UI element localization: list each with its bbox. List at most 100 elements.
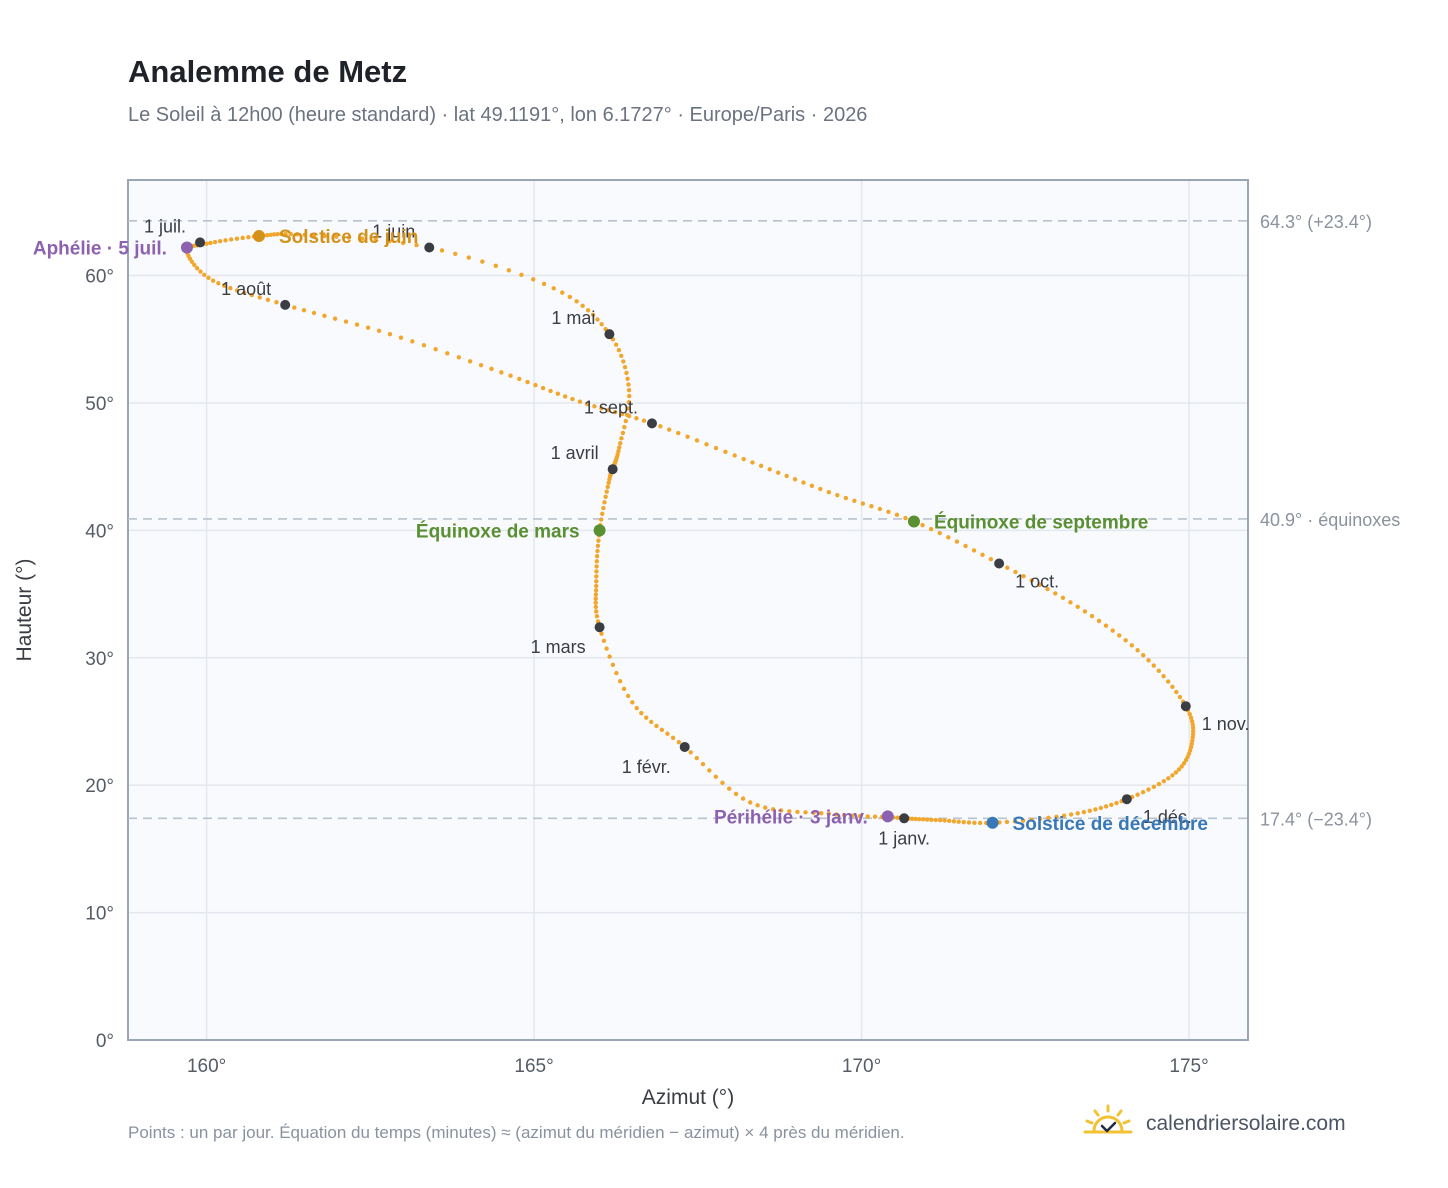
daily-point — [1161, 779, 1167, 784]
daily-point — [886, 509, 891, 515]
daily-point — [1187, 711, 1192, 717]
daily-point — [610, 662, 616, 668]
daily-point — [271, 232, 277, 237]
month-marker — [604, 329, 615, 340]
daily-point — [1117, 633, 1122, 638]
daily-point — [466, 255, 471, 260]
daily-point — [1012, 819, 1018, 824]
daily-point — [616, 449, 621, 454]
daily-point — [1146, 787, 1151, 792]
daily-point — [834, 812, 839, 817]
daily-point — [946, 818, 952, 824]
daily-point — [607, 654, 612, 659]
reference-line-label: 17.4° (−23.4°) — [1260, 809, 1372, 829]
daily-point — [723, 449, 728, 455]
daily-point — [713, 774, 719, 779]
daily-point — [659, 727, 665, 733]
month-label: 1 janv. — [878, 828, 930, 848]
month-label: 1 nov. — [1202, 714, 1250, 734]
daily-point — [1075, 811, 1080, 816]
daily-point — [917, 816, 922, 822]
daily-point — [937, 818, 943, 823]
daily-point — [1081, 809, 1087, 815]
daily-point — [665, 731, 670, 736]
daily-point — [257, 295, 262, 300]
daily-point — [480, 259, 485, 264]
daily-point — [265, 232, 270, 238]
x-tick-label: 175° — [1169, 1056, 1208, 1077]
daily-point — [208, 240, 213, 246]
daily-point — [1151, 784, 1157, 790]
month-marker — [424, 242, 435, 253]
daily-point — [988, 556, 994, 562]
daily-point — [624, 370, 629, 376]
daily-point — [933, 817, 938, 823]
daily-point — [1190, 728, 1196, 734]
daily-point — [625, 406, 631, 411]
daily-point — [618, 441, 623, 446]
chart-title: Analemme de Metz — [128, 54, 408, 89]
daily-point — [234, 288, 240, 293]
daily-point — [493, 263, 499, 269]
daily-point — [1029, 578, 1034, 583]
event-marker — [252, 230, 265, 243]
month-label: 1 juil. — [144, 216, 186, 236]
daily-point — [641, 418, 647, 423]
daily-point — [217, 239, 223, 244]
daily-point — [599, 322, 604, 327]
daily-point — [713, 445, 719, 451]
daily-point — [732, 453, 737, 458]
daily-point — [720, 780, 725, 786]
daily-point — [223, 238, 228, 243]
daily-point — [439, 248, 445, 253]
daily-point — [562, 394, 568, 399]
event-label: Solstice de décembre — [1013, 814, 1208, 835]
daily-point — [387, 331, 393, 337]
daily-point — [1114, 800, 1119, 806]
daily-point — [1005, 565, 1010, 570]
y-tick-label: 30° — [85, 649, 114, 670]
daily-point — [414, 242, 419, 248]
daily-point — [246, 234, 251, 240]
daily-point — [670, 735, 676, 741]
daily-point — [604, 646, 609, 651]
daily-point — [977, 820, 983, 826]
brand-name[interactable]: calendriersolaire.com — [1146, 1112, 1346, 1135]
daily-point — [398, 335, 404, 340]
daily-point — [332, 316, 338, 321]
reference-line-label: 40.9° · équinoxes — [1260, 510, 1400, 530]
brand[interactable]: calendriersolaire.com — [1082, 1104, 1346, 1144]
daily-point — [198, 269, 203, 274]
daily-point — [599, 406, 604, 411]
y-tick-label: 10° — [85, 904, 114, 925]
daily-point — [387, 239, 392, 244]
month-marker — [679, 741, 690, 752]
daily-point — [606, 480, 611, 486]
daily-point — [726, 786, 732, 791]
daily-point — [499, 370, 504, 375]
daily-point — [1037, 582, 1042, 587]
daily-point — [803, 810, 808, 815]
daily-point — [593, 596, 598, 601]
daily-point — [400, 240, 406, 246]
daily-point — [594, 614, 600, 619]
daily-point — [818, 486, 823, 492]
daily-point — [605, 484, 610, 490]
daily-point — [1161, 674, 1166, 679]
daily-point — [622, 365, 628, 370]
daily-point — [956, 819, 961, 824]
daily-point — [1156, 668, 1161, 674]
event-marker — [881, 810, 894, 823]
daily-point — [626, 399, 632, 405]
daily-point — [433, 347, 438, 352]
x-tick-label: 170° — [842, 1056, 881, 1077]
daily-point — [920, 817, 926, 822]
daily-point — [1082, 609, 1088, 614]
event-marker — [180, 241, 193, 254]
event-label: Périhélie · 3 janv. — [714, 807, 868, 828]
month-marker — [1180, 701, 1191, 712]
daily-point — [599, 517, 604, 522]
daily-point — [1037, 816, 1043, 822]
daily-point — [373, 237, 378, 242]
daily-point — [334, 234, 339, 239]
